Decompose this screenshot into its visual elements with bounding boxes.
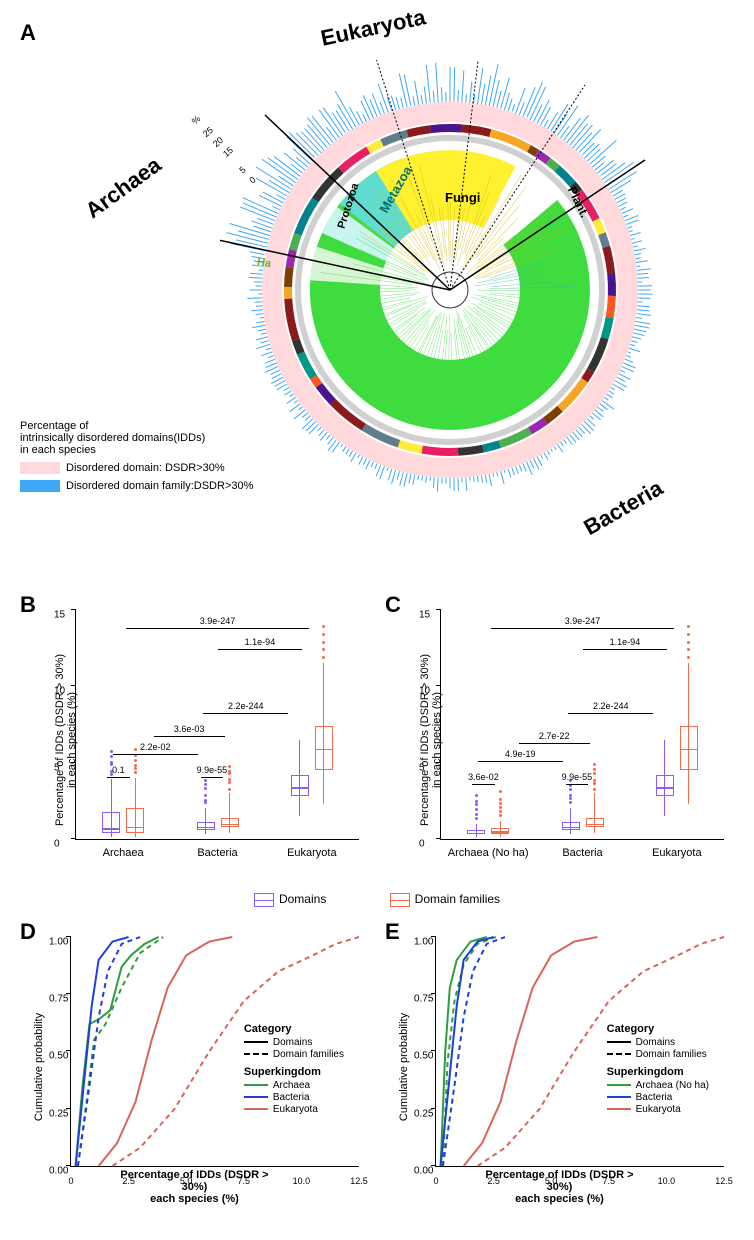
bacteria-line-icon — [607, 1096, 631, 1098]
sk-euk-e: Eukaryota — [636, 1104, 681, 1115]
panel-d-xlabel: Percentage of IDDs (DSDR > 30%) each spe… — [107, 1169, 282, 1205]
panel-d-label: D — [20, 919, 36, 945]
panel-c-label: C — [385, 592, 401, 618]
sk-arch-d: Archaea — [273, 1080, 310, 1091]
panel-d-ylabel: Cumulative probability — [33, 1013, 45, 1121]
panel-a-legend: Percentage of intrinsically disordered d… — [20, 420, 253, 492]
sk-hdr-e: Superkingdom — [607, 1066, 709, 1078]
dashed-line-icon — [607, 1053, 631, 1055]
solid-line-icon — [244, 1041, 268, 1043]
panel-a: A — [20, 20, 734, 580]
panel-c-plot: 051015Archaea (No ha)BacteriaEukaryota3.… — [440, 610, 724, 840]
archaea-line-icon — [607, 1084, 631, 1086]
archaea-line-icon — [244, 1084, 268, 1086]
figure: A — [20, 20, 734, 1207]
sk-bact-e: Bacteria — [636, 1092, 673, 1103]
ha-label: Ha — [256, 256, 272, 270]
cat-dom-e: Domains — [636, 1037, 675, 1048]
panel-d-legend: Category Domains Domain families Superki… — [244, 1017, 344, 1116]
cat-dom-d: Domains — [273, 1037, 312, 1048]
bacteria-line-icon — [244, 1096, 268, 1098]
blue-swatch — [20, 480, 60, 492]
sk-hdr-d: Superkingdom — [244, 1066, 344, 1078]
solid-line-icon — [607, 1041, 631, 1043]
panel-e: E Cumulative probability Category Domain… — [385, 927, 734, 1207]
domains-swatch — [254, 893, 274, 907]
scale-pct: % — [190, 114, 203, 127]
outer-bars-svg — [220, 60, 680, 520]
cat-fam-d: Domain families — [273, 1049, 344, 1060]
legend-a-title: Percentage of intrinsically disordered d… — [20, 420, 253, 456]
pink-swatch — [20, 462, 60, 474]
cat-hdr-e: Category — [607, 1023, 709, 1035]
legend-bc: Domains Domain families — [20, 892, 734, 907]
dashed-line-icon — [244, 1053, 268, 1055]
eukaryota-label: Eukaryota — [318, 4, 427, 52]
panel-d: D Cumulative probability Category Domain… — [20, 927, 369, 1207]
scale-25: 25 — [201, 125, 215, 139]
archaea-label: Archaea — [81, 152, 167, 224]
panel-e-plot: Category Domains Domain families Superki… — [435, 937, 724, 1167]
panel-e-legend: Category Domains Domain families Superki… — [607, 1017, 709, 1116]
panel-c: C Percentage of IDDs (DSDR > 30%) in eac… — [385, 600, 734, 880]
legend-blue-text: Disordered domain family:DSDR>30% — [66, 480, 253, 492]
sk-bact-d: Bacteria — [273, 1092, 310, 1103]
cat-fam-e: Domain families — [636, 1049, 707, 1060]
panel-b: B Percentage of IDDs (DSDR > 30%) in eac… — [20, 600, 369, 880]
sk-euk-d: Eukaryota — [273, 1104, 318, 1115]
legend-pink-text: Disordered domain: DSDR>30% — [66, 462, 225, 474]
panel-d-plot: Category Domains Domain families Superki… — [70, 937, 359, 1167]
cat-hdr-d: Category — [244, 1023, 344, 1035]
families-swatch — [390, 893, 410, 907]
panel-b-label: B — [20, 592, 36, 618]
panel-b-plot: 051015ArchaeaBacteriaEukaryota0.12.2e-02… — [75, 610, 359, 840]
eukaryota-line-icon — [244, 1108, 268, 1110]
families-legend: Domain families — [415, 892, 500, 906]
panel-a-label: A — [20, 20, 36, 46]
panel-e-ylabel: Cumulative probability — [398, 1013, 410, 1121]
domains-legend: Domains — [279, 892, 326, 906]
panel-e-xlabel: Percentage of IDDs (DSDR > 30%) each spe… — [472, 1169, 647, 1205]
fungi-label: Fungi — [445, 190, 480, 205]
panel-e-label: E — [385, 919, 400, 945]
sk-arch-e: Archaea (No ha) — [636, 1080, 709, 1091]
circular-tree — [220, 60, 680, 520]
eukaryota-line-icon — [607, 1108, 631, 1110]
